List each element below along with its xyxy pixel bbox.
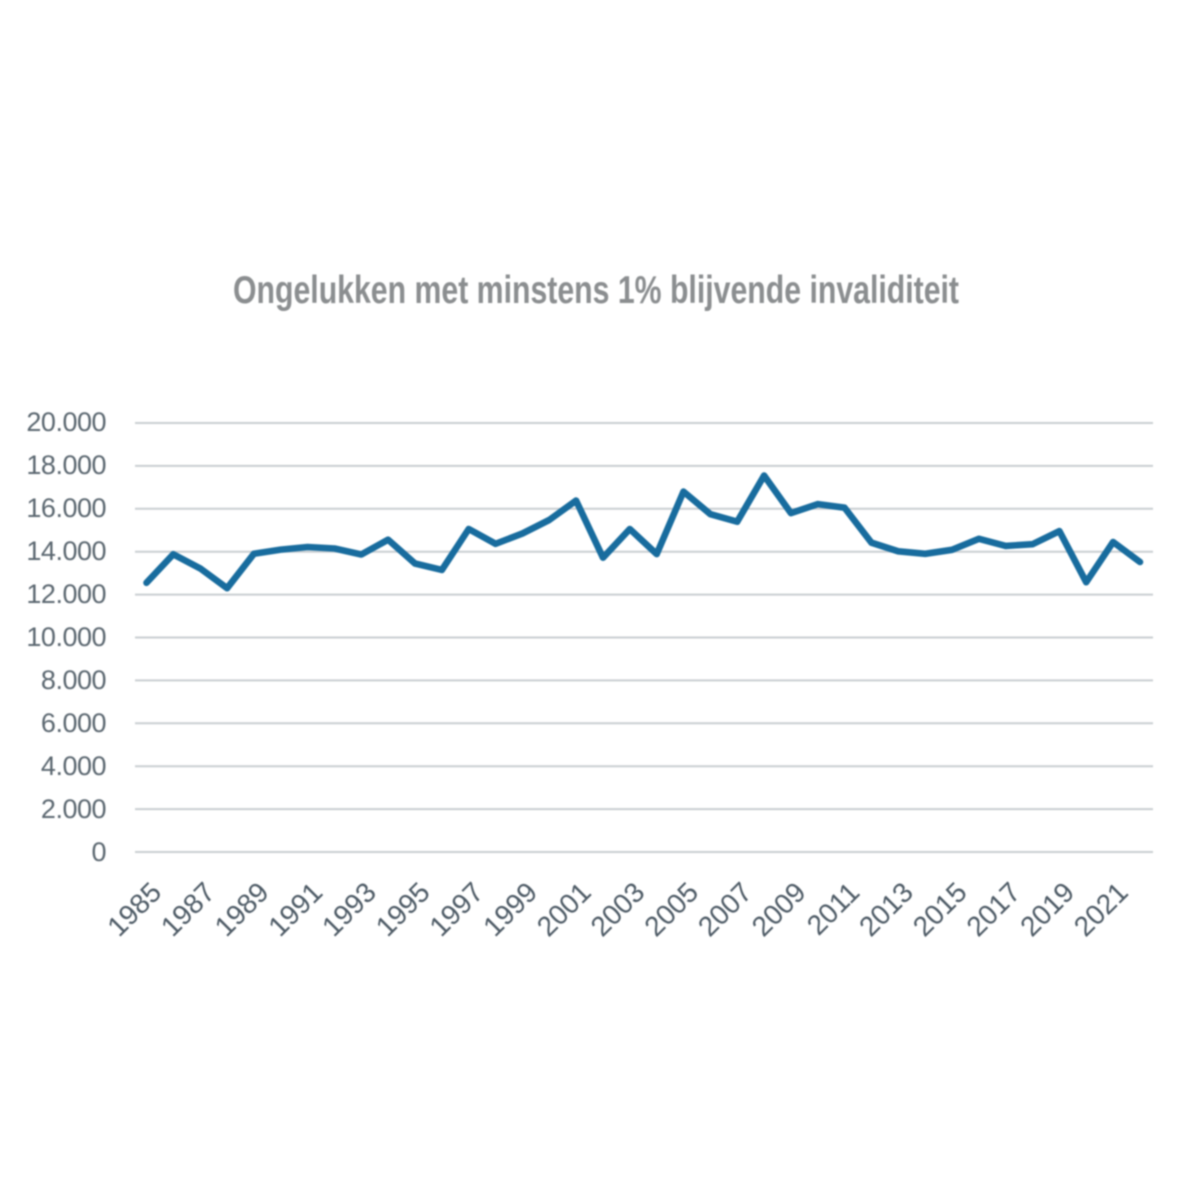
svg-text:2.000: 2.000	[41, 794, 106, 824]
svg-text:18.000: 18.000	[26, 450, 106, 480]
svg-text:14.000: 14.000	[26, 536, 106, 566]
svg-text:12.000: 12.000	[26, 579, 106, 609]
svg-text:0: 0	[91, 837, 106, 867]
svg-text:10.000: 10.000	[26, 622, 106, 652]
svg-text:8.000: 8.000	[41, 665, 106, 695]
svg-text:Ongelukken met minstens 1% bli: Ongelukken met minstens 1% blijvende inv…	[233, 269, 959, 312]
svg-text:16.000: 16.000	[26, 493, 106, 523]
svg-text:6.000: 6.000	[41, 708, 106, 738]
svg-text:20.000: 20.000	[26, 407, 106, 437]
svg-text:4.000: 4.000	[41, 751, 106, 781]
